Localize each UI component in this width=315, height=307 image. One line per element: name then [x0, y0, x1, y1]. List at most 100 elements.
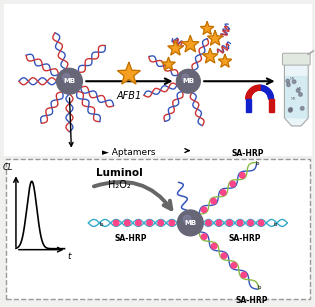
Circle shape — [206, 220, 211, 226]
Polygon shape — [251, 88, 255, 92]
Polygon shape — [255, 86, 257, 91]
Circle shape — [231, 262, 237, 268]
Text: AFB1: AFB1 — [116, 91, 141, 101]
Polygon shape — [264, 87, 267, 91]
Polygon shape — [256, 86, 258, 91]
Polygon shape — [253, 87, 255, 91]
Circle shape — [241, 272, 247, 278]
Polygon shape — [258, 85, 259, 90]
Polygon shape — [268, 97, 273, 98]
Circle shape — [176, 69, 200, 93]
Circle shape — [248, 220, 253, 226]
Polygon shape — [261, 85, 262, 90]
Polygon shape — [266, 90, 270, 93]
Polygon shape — [266, 89, 270, 93]
Polygon shape — [250, 88, 254, 92]
Polygon shape — [266, 88, 269, 92]
Polygon shape — [268, 97, 273, 98]
Text: b: b — [258, 285, 261, 290]
Text: SA-HRP: SA-HRP — [236, 296, 268, 305]
Polygon shape — [285, 76, 307, 117]
Text: Luminol: Luminol — [96, 168, 142, 178]
Polygon shape — [255, 86, 257, 91]
Polygon shape — [247, 94, 251, 96]
Polygon shape — [263, 86, 266, 91]
Circle shape — [182, 74, 189, 81]
Polygon shape — [263, 86, 265, 91]
Text: ► Aptamers: ► Aptamers — [102, 148, 156, 157]
Circle shape — [289, 108, 292, 111]
Circle shape — [177, 210, 203, 236]
Polygon shape — [262, 86, 264, 91]
Polygon shape — [248, 92, 252, 95]
Polygon shape — [252, 87, 255, 92]
Polygon shape — [251, 88, 254, 92]
Polygon shape — [268, 94, 273, 96]
Polygon shape — [246, 95, 251, 97]
Circle shape — [169, 220, 175, 226]
Circle shape — [183, 215, 191, 223]
Polygon shape — [260, 85, 261, 90]
Polygon shape — [162, 57, 175, 70]
Polygon shape — [253, 87, 256, 91]
Polygon shape — [266, 89, 269, 93]
Polygon shape — [264, 87, 267, 91]
Text: b: b — [100, 222, 103, 227]
Text: SA-HRP: SA-HRP — [232, 149, 264, 157]
Polygon shape — [246, 96, 251, 98]
FancyBboxPatch shape — [6, 158, 310, 299]
Polygon shape — [208, 31, 223, 45]
Polygon shape — [248, 91, 252, 94]
Circle shape — [201, 234, 207, 239]
Circle shape — [124, 220, 130, 226]
Polygon shape — [260, 85, 261, 90]
Text: MB: MB — [290, 77, 295, 81]
Circle shape — [221, 253, 227, 258]
Polygon shape — [267, 91, 272, 94]
Text: SA-HRP: SA-HRP — [229, 234, 261, 243]
Circle shape — [62, 73, 70, 81]
Polygon shape — [117, 62, 140, 84]
Polygon shape — [265, 87, 268, 92]
Circle shape — [211, 198, 216, 204]
Polygon shape — [247, 92, 252, 95]
Polygon shape — [247, 93, 252, 95]
Polygon shape — [268, 93, 272, 95]
Polygon shape — [246, 98, 251, 99]
Circle shape — [286, 79, 289, 83]
Polygon shape — [203, 49, 218, 63]
Polygon shape — [269, 98, 273, 99]
Polygon shape — [284, 64, 308, 118]
Polygon shape — [255, 86, 257, 91]
Polygon shape — [268, 95, 273, 97]
Polygon shape — [249, 89, 254, 93]
Circle shape — [220, 190, 226, 195]
Text: b: b — [256, 161, 260, 166]
Polygon shape — [247, 93, 252, 95]
Text: MB: MB — [184, 220, 196, 226]
Text: t: t — [67, 252, 71, 261]
Polygon shape — [246, 97, 251, 98]
Polygon shape — [265, 88, 269, 92]
Polygon shape — [261, 85, 263, 90]
Polygon shape — [201, 22, 214, 34]
Polygon shape — [268, 94, 273, 96]
Circle shape — [237, 220, 243, 226]
Circle shape — [147, 220, 152, 226]
Circle shape — [201, 207, 207, 212]
Polygon shape — [249, 90, 253, 94]
Polygon shape — [262, 86, 263, 91]
Circle shape — [287, 83, 290, 87]
Polygon shape — [268, 96, 273, 98]
Polygon shape — [259, 85, 260, 90]
Polygon shape — [267, 92, 272, 95]
Polygon shape — [266, 90, 271, 94]
Polygon shape — [267, 91, 271, 94]
Polygon shape — [249, 90, 253, 94]
Polygon shape — [247, 94, 251, 96]
Circle shape — [301, 107, 304, 110]
Text: CL: CL — [3, 163, 13, 173]
Circle shape — [227, 220, 232, 226]
Polygon shape — [259, 85, 260, 90]
Circle shape — [289, 109, 292, 112]
